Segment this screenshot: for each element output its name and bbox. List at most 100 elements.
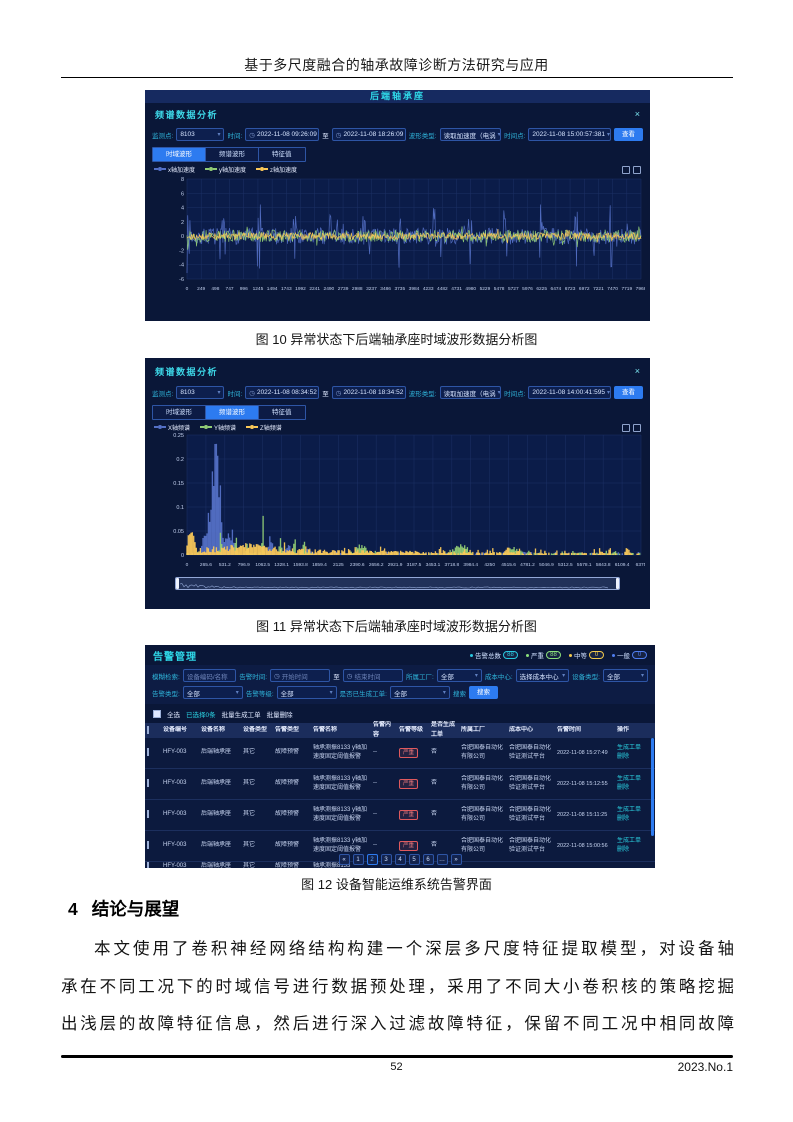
- date-input[interactable]: ◷ 开始时间: [270, 669, 331, 682]
- tab-feature[interactable]: 特征值: [259, 406, 305, 419]
- clock-icon: ◷: [274, 672, 280, 680]
- monitor-select[interactable]: 8103 ▾: [176, 386, 225, 399]
- table-cell: 合肥国泰自动化验证测试平台: [509, 744, 552, 760]
- time-start-input[interactable]: ◷ 2022-11-08 08:34:52: [245, 386, 320, 399]
- op-link[interactable]: 生成工单: [617, 806, 642, 813]
- row-checkbox-cell: [145, 841, 161, 850]
- wave-type-label: 波形类型:: [408, 390, 437, 398]
- ops-cell: 生成工单删除: [615, 806, 653, 825]
- batch-delete-button[interactable]: 批量删除: [266, 712, 293, 719]
- tab-time-domain[interactable]: 时域波形: [153, 406, 206, 419]
- page-button[interactable]: 4: [394, 854, 406, 865]
- page-button[interactable]: 5: [408, 854, 420, 865]
- close-icon[interactable]: ×: [634, 366, 640, 376]
- row-checkbox[interactable]: [147, 810, 149, 819]
- table-scrollbar[interactable]: [651, 738, 654, 836]
- page-button[interactable]: «: [338, 854, 350, 865]
- wave-type-select[interactable]: 读取加速度（电涡 ▾: [439, 386, 502, 399]
- date-input[interactable]: ◷ 结束时间: [342, 669, 403, 682]
- svg-text:5843.8: 5843.8: [596, 562, 611, 568]
- restore-icon[interactable]: [633, 166, 641, 174]
- chevron-down-icon: ▾: [217, 390, 221, 396]
- ops-cell: 生成工单删除: [615, 837, 653, 856]
- monitor-select[interactable]: 8103 ▾: [176, 128, 225, 141]
- table-cell: --: [373, 811, 377, 818]
- legend-item[interactable]: x轴加速度: [154, 165, 195, 174]
- zoom-preview-sparkline: [180, 583, 609, 589]
- page-button[interactable]: …: [436, 854, 448, 865]
- page-button[interactable]: 3: [380, 854, 392, 865]
- tab-feature[interactable]: 特征值: [259, 148, 305, 161]
- svg-text:1328.1: 1328.1: [274, 562, 289, 568]
- save-image-icon[interactable]: [622, 424, 630, 432]
- filter-select[interactable]: 全部 ▾: [389, 686, 450, 699]
- tab-spectrum[interactable]: 频谱波形: [206, 406, 259, 419]
- svg-text:3453.1: 3453.1: [426, 562, 441, 568]
- op-link[interactable]: 删除: [617, 754, 630, 760]
- page-button[interactable]: 1: [352, 854, 364, 865]
- stat-dot-icon: [569, 653, 572, 657]
- filter-select[interactable]: 全部 ▾: [182, 686, 243, 699]
- op-link[interactable]: 删除: [617, 785, 630, 791]
- row-checkbox[interactable]: [147, 748, 149, 757]
- legend-item[interactable]: Z轴频谱: [246, 423, 282, 432]
- column-header: 告警时间: [557, 726, 582, 733]
- data-zoom-slider[interactable]: [175, 577, 620, 590]
- filter-select[interactable]: 选择成本中心 ▾: [515, 669, 570, 682]
- time-end-input[interactable]: ◷ 2022-11-08 18:26:09: [331, 128, 406, 141]
- op-link[interactable]: 生成工单: [617, 775, 642, 782]
- wave-type-select[interactable]: 读取加速度（电涡 ▾: [439, 128, 502, 141]
- svg-text:5312.5: 5312.5: [558, 562, 573, 568]
- legend-item[interactable]: X轴频谱: [154, 423, 190, 432]
- search-button[interactable]: 搜索: [468, 686, 498, 699]
- field-value: 全部: [393, 690, 407, 698]
- page-button[interactable]: »: [450, 854, 462, 865]
- fig11-legend: X轴频谱 Y轴频谱 Z轴频谱: [154, 423, 282, 432]
- header-checkbox[interactable]: [147, 725, 149, 734]
- legend-item[interactable]: y轴加速度: [205, 165, 246, 174]
- filter-select[interactable]: 全部 ▾: [436, 669, 482, 682]
- op-link[interactable]: 删除: [617, 816, 630, 822]
- op-link[interactable]: 删除: [617, 847, 630, 853]
- table-cell: 其它: [243, 842, 256, 849]
- table-cell: 故障预警: [275, 780, 300, 787]
- alarm-stats: 告警总数 88 严重 88 中等 0 一般 0: [470, 650, 647, 660]
- time-point-select[interactable]: 2022-11-08 15:00:57:381 ▾: [528, 128, 611, 141]
- select-all-checkbox[interactable]: [153, 710, 161, 718]
- batch-generate-button[interactable]: 批量生成工单: [221, 712, 261, 719]
- tab-time-domain[interactable]: 时域波形: [153, 148, 206, 161]
- time-point-select[interactable]: 2022-11-08 14:00:41:595 ▾: [528, 386, 611, 399]
- legend-marker-icon: [200, 425, 213, 429]
- page-button[interactable]: 6: [422, 854, 434, 865]
- page-button[interactable]: 2: [366, 854, 378, 865]
- section-heading: 4 结论与展望: [68, 896, 179, 921]
- fig10-legend: x轴加速度 y轴加速度 z轴加速度: [154, 165, 297, 174]
- row-checkbox[interactable]: [147, 779, 149, 788]
- tab-spectrum[interactable]: 频谱波形: [206, 148, 259, 161]
- time-start-input[interactable]: ◷ 2022-11-08 09:26:09: [245, 128, 320, 141]
- time-point-label: 时间点:: [504, 132, 526, 140]
- table-cell: HFY-003: [163, 842, 187, 849]
- view-button[interactable]: 查看: [614, 128, 643, 141]
- table-cell: 严重: [397, 809, 429, 821]
- svg-text:-4: -4: [179, 263, 184, 269]
- legend-item[interactable]: Y轴频谱: [200, 423, 236, 432]
- filter-select[interactable]: 全部 ▾: [276, 686, 337, 699]
- restore-icon[interactable]: [633, 424, 641, 432]
- section-number: 4: [68, 899, 78, 919]
- legend-label: x轴加速度: [168, 167, 196, 174]
- spectrum-chart: 0 265.6 531.2 796.9 1062.5 1328.1 1593.8 1859.4…: [173, 433, 645, 568]
- screenshot-fig11: 频谱数据分析 × 监测点: 8103 ▾ 时间: ◷ 2022-11-08 08:3…: [145, 358, 650, 609]
- close-icon[interactable]: ×: [634, 109, 640, 119]
- op-link[interactable]: 生成工单: [617, 744, 642, 751]
- search-input[interactable]: 设备编码/名称: [182, 669, 237, 682]
- time-end-input[interactable]: ◷ 2022-11-08 18:34:52: [331, 386, 406, 399]
- save-image-icon[interactable]: [622, 166, 630, 174]
- filter-select[interactable]: 全部 ▾: [602, 669, 648, 682]
- op-link[interactable]: 生成工单: [617, 837, 642, 844]
- legend-item[interactable]: z轴加速度: [256, 165, 297, 174]
- row-checkbox[interactable]: [147, 841, 149, 850]
- zoom-handle-left[interactable]: [176, 578, 179, 589]
- zoom-handle-right[interactable]: [616, 578, 619, 589]
- view-button[interactable]: 查看: [614, 386, 643, 399]
